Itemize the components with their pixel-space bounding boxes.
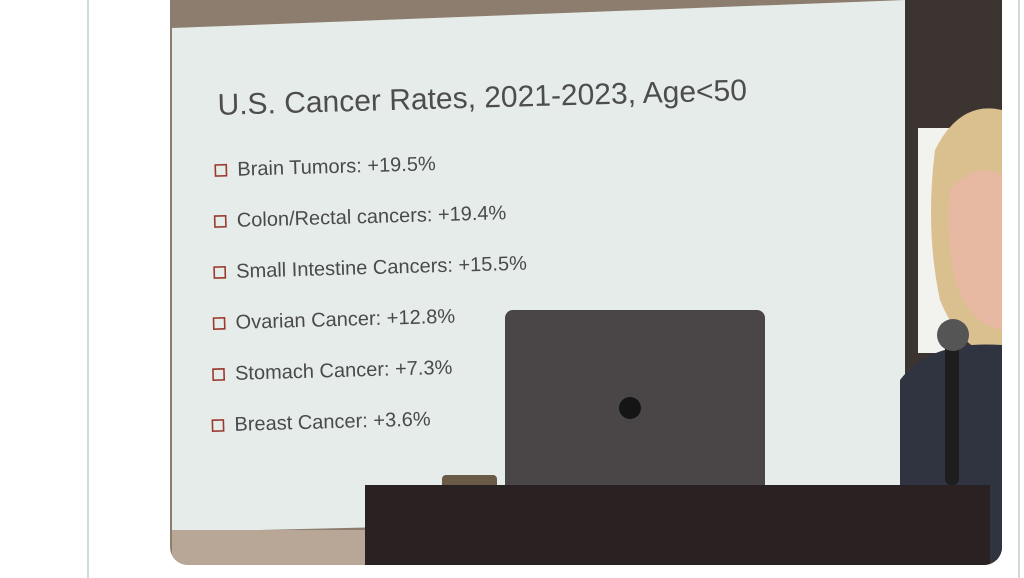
slide-list: Brain Tumors: +19.5%Colon/Rectal cancers… <box>211 153 527 436</box>
slide-content: U.S. Cancer Rates, 2021-2023, Age<50 Bra… <box>211 74 747 436</box>
podium <box>365 485 990 565</box>
microphone-head <box>937 319 969 351</box>
microphone <box>945 335 959 485</box>
checkbox <box>211 419 225 433</box>
checkbox <box>213 214 227 228</box>
checkbox <box>212 368 226 381</box>
checkbox <box>213 265 227 279</box>
checkbox <box>212 317 226 330</box>
checkbox <box>214 163 228 177</box>
speaker-face <box>948 170 1002 330</box>
tweet-photo[interactable]: U.S. Cancer Rates, 2021-2023, Age<50 Bra… <box>170 0 1005 578</box>
apple-logo <box>619 397 641 419</box>
slide-item: Breast Cancer: +3.6% <box>234 408 431 435</box>
